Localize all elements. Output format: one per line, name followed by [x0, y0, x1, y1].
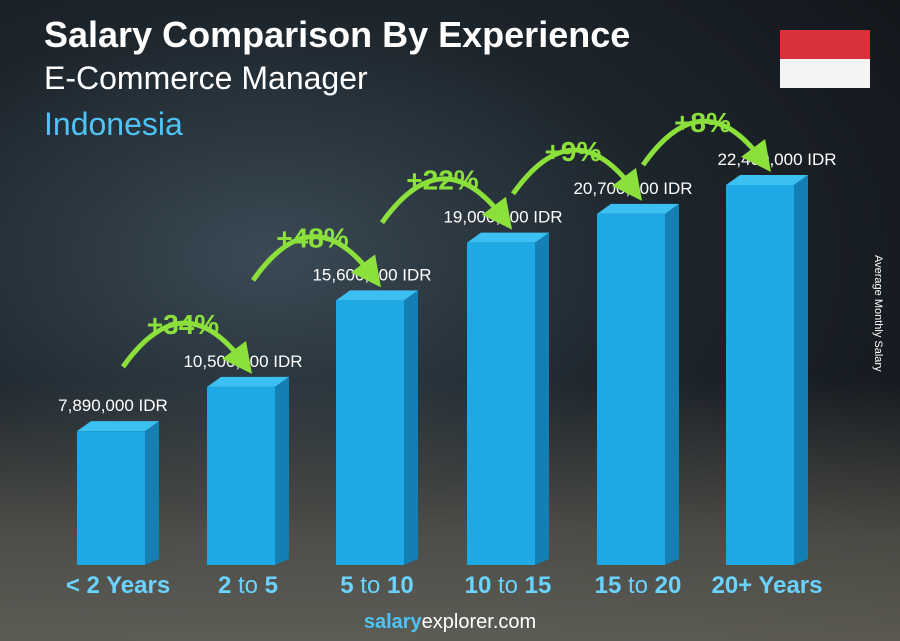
site-logo[interactable]: salaryexplorer.com	[0, 611, 900, 634]
change-arrow	[640, 118, 771, 173]
value-label: 7,890,000 IDR	[58, 396, 168, 415]
bar-side	[275, 376, 289, 565]
change-label: +34%	[147, 309, 219, 340]
bar-top	[597, 203, 679, 214]
bar-top	[77, 421, 159, 432]
change-label: +48%	[276, 222, 348, 253]
bar-top	[467, 232, 549, 243]
bar	[77, 431, 145, 565]
bar-side	[145, 421, 159, 565]
value-label: 22,400,000 IDR	[717, 150, 836, 169]
y-axis-label: Average Monthly Salary	[872, 255, 884, 372]
bar-side	[665, 203, 679, 565]
bar-side	[404, 290, 418, 565]
bar-top	[726, 175, 808, 185]
site-bold: salary	[363, 611, 422, 633]
category-label: 2 to 5	[218, 572, 278, 599]
change-arrow	[379, 176, 513, 230]
bar-top	[207, 376, 289, 387]
job-title: E-Commerce Manager	[44, 60, 368, 96]
bar-top	[336, 290, 418, 301]
category-label: 10 to 15	[465, 572, 552, 599]
change-arrow	[250, 234, 381, 288]
bar-side	[794, 175, 808, 565]
category-label: 20+ Years	[711, 572, 822, 599]
indonesia-flag-icon	[780, 30, 870, 88]
category-label: 15 to 20	[595, 572, 682, 599]
change-arrow	[120, 320, 253, 374]
country-name: Indonesia	[44, 106, 183, 142]
bar	[597, 213, 665, 565]
site-rest: explorer.com	[421, 611, 537, 633]
bar	[336, 300, 404, 565]
change-label: +8%	[674, 107, 731, 138]
change-label: +9%	[545, 136, 602, 167]
change-arrow	[510, 147, 643, 201]
category-label: < 2 Years	[66, 572, 170, 599]
bar	[467, 242, 535, 565]
category-label: 5 to 10	[340, 572, 413, 599]
change-label: +22%	[406, 165, 478, 196]
chart-title: Salary Comparison By Experience	[44, 14, 631, 55]
bar	[726, 185, 794, 565]
bar	[207, 386, 275, 565]
bar-side	[535, 232, 549, 565]
